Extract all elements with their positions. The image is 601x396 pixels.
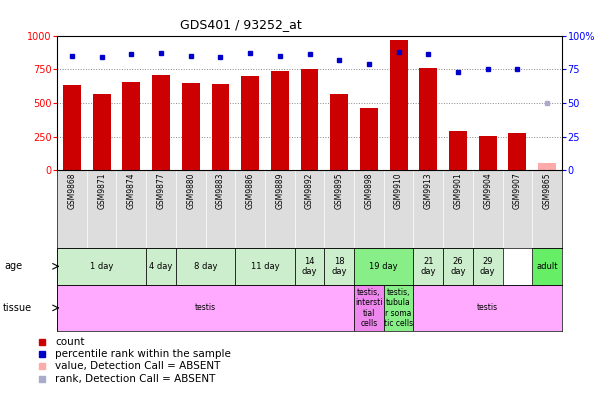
Text: value, Detection Call = ABSENT: value, Detection Call = ABSENT — [55, 361, 221, 371]
Text: age: age — [5, 261, 23, 271]
Text: 29
day: 29 day — [480, 257, 495, 276]
Bar — [354, 248, 413, 285]
Text: GSM9901: GSM9901 — [454, 173, 463, 209]
Bar — [360, 108, 378, 170]
Text: GSM9898: GSM9898 — [364, 173, 373, 209]
Text: GSM9868: GSM9868 — [67, 173, 76, 209]
Text: testis,
intersti
tial
cells: testis, intersti tial cells — [355, 288, 383, 328]
Text: GSM9874: GSM9874 — [127, 173, 136, 209]
Bar — [57, 248, 146, 285]
Text: GSM9910: GSM9910 — [394, 173, 403, 209]
Bar — [389, 40, 407, 170]
Bar — [182, 84, 200, 170]
Bar — [449, 131, 467, 170]
Text: 8 day: 8 day — [194, 262, 218, 271]
Bar — [413, 248, 443, 285]
Text: GSM9877: GSM9877 — [156, 173, 165, 209]
Bar — [419, 68, 437, 170]
Text: GSM9904: GSM9904 — [483, 173, 492, 209]
Text: GSM9883: GSM9883 — [216, 173, 225, 209]
Text: GSM9889: GSM9889 — [275, 173, 284, 209]
Text: tissue: tissue — [2, 303, 31, 313]
Text: testis: testis — [195, 303, 216, 312]
Bar — [152, 75, 170, 170]
Bar — [508, 133, 526, 170]
Bar — [123, 82, 140, 170]
Text: percentile rank within the sample: percentile rank within the sample — [55, 349, 231, 359]
Bar — [294, 248, 325, 285]
Text: rank, Detection Call = ABSENT: rank, Detection Call = ABSENT — [55, 373, 216, 384]
Text: GSM9880: GSM9880 — [186, 173, 195, 209]
Bar — [331, 93, 348, 170]
Text: 11 day: 11 day — [251, 262, 279, 271]
Text: GSM9865: GSM9865 — [543, 173, 552, 209]
Text: adult: adult — [536, 262, 558, 271]
Text: GDS401 / 93252_at: GDS401 / 93252_at — [180, 18, 301, 31]
Bar — [413, 285, 562, 331]
Bar — [63, 86, 81, 170]
Bar — [384, 285, 413, 331]
Bar — [235, 248, 294, 285]
Bar — [325, 248, 354, 285]
Bar — [354, 285, 384, 331]
Text: testis: testis — [477, 303, 498, 312]
Bar — [176, 248, 235, 285]
Text: testis,
tubula
r soma
tic cells: testis, tubula r soma tic cells — [384, 288, 413, 328]
Text: GSM9895: GSM9895 — [335, 173, 344, 209]
Text: GSM9871: GSM9871 — [97, 173, 106, 209]
Bar — [271, 70, 288, 170]
Bar — [300, 69, 319, 170]
Text: GSM9913: GSM9913 — [424, 173, 433, 209]
Bar — [212, 84, 230, 170]
Text: count: count — [55, 337, 85, 347]
Bar — [443, 248, 473, 285]
Text: GSM9886: GSM9886 — [246, 173, 255, 209]
Text: GSM9907: GSM9907 — [513, 173, 522, 209]
Text: 14
day: 14 day — [302, 257, 317, 276]
Bar — [57, 285, 354, 331]
Bar — [538, 163, 556, 170]
Bar — [473, 248, 502, 285]
Bar — [479, 136, 496, 170]
Text: 18
day: 18 day — [332, 257, 347, 276]
Bar — [241, 76, 259, 170]
Text: 1 day: 1 day — [90, 262, 114, 271]
Bar — [93, 94, 111, 170]
Bar — [146, 248, 176, 285]
Text: 19 day: 19 day — [370, 262, 398, 271]
Text: 26
day: 26 day — [450, 257, 466, 276]
Text: 21
day: 21 day — [421, 257, 436, 276]
Text: GSM9892: GSM9892 — [305, 173, 314, 209]
Text: 4 day: 4 day — [149, 262, 172, 271]
Bar — [532, 248, 562, 285]
